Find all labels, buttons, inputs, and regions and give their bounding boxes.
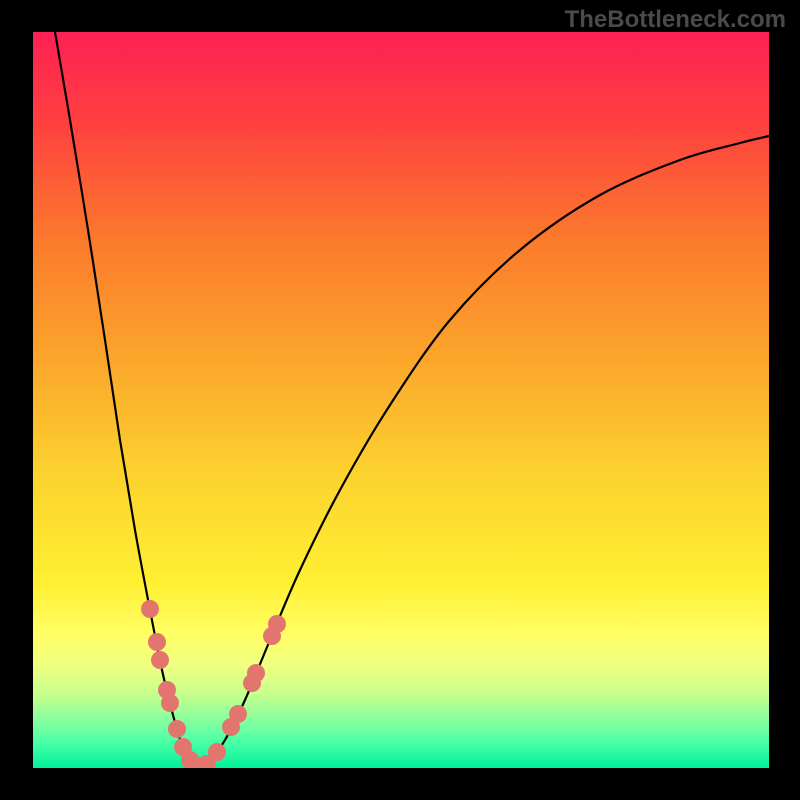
data-marker [151, 651, 169, 669]
data-marker [168, 720, 186, 738]
plot-background [33, 32, 769, 768]
data-marker [229, 705, 247, 723]
data-marker [161, 694, 179, 712]
border-right [769, 0, 800, 800]
data-marker [141, 600, 159, 618]
bottleneck-chart: TheBottleneck.com [0, 0, 800, 800]
plot-svg [0, 0, 800, 800]
border-left [0, 0, 33, 800]
data-marker [247, 664, 265, 682]
watermark-text: TheBottleneck.com [565, 6, 786, 34]
data-marker [268, 615, 286, 633]
data-marker [148, 633, 166, 651]
border-bottom [0, 768, 800, 800]
data-marker [208, 743, 226, 761]
